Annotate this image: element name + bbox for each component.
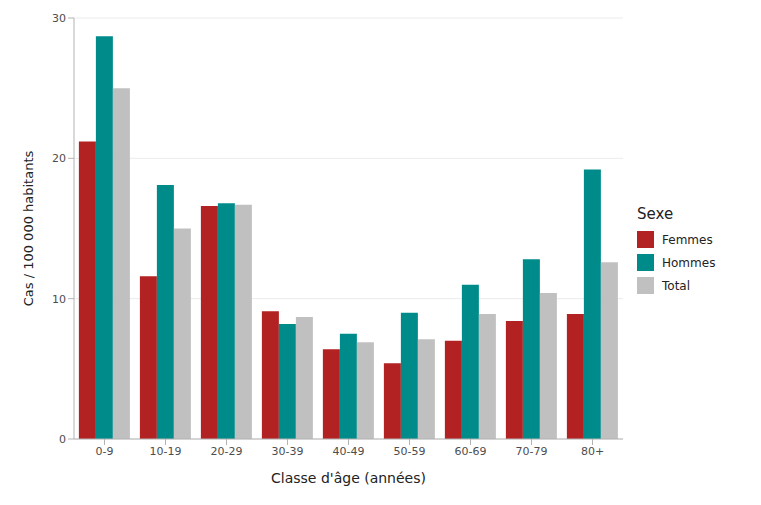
svg-text:20: 20 [52, 152, 66, 165]
svg-text:10-19: 10-19 [150, 445, 182, 458]
svg-text:0: 0 [59, 433, 66, 446]
svg-text:50-59: 50-59 [394, 445, 426, 458]
html-text:Femmes: Femmes [662, 232, 713, 247]
svg-text:30-39: 30-39 [272, 445, 304, 458]
html-text:Total: Total [662, 278, 690, 293]
svg-text:40-49: 40-49 [333, 445, 365, 458]
svg-text:30: 30 [52, 12, 66, 25]
svg-text:Cas / 100 000 habitants: Cas / 100 000 habitants [21, 150, 36, 306]
svg-text:80+: 80+ [581, 445, 604, 458]
html-text:Hommes: Hommes [662, 255, 716, 270]
svg-text:20-29: 20-29 [211, 445, 243, 458]
svg-text:Classe d'âge (années): Classe d'âge (années) [271, 470, 426, 486]
svg-text:70-79: 70-79 [516, 445, 548, 458]
svg-text:60-69: 60-69 [455, 445, 487, 458]
svg-text:0-9: 0-9 [96, 445, 114, 458]
html-text:Sexe: Sexe [637, 205, 674, 223]
svg-text:10: 10 [52, 293, 66, 306]
